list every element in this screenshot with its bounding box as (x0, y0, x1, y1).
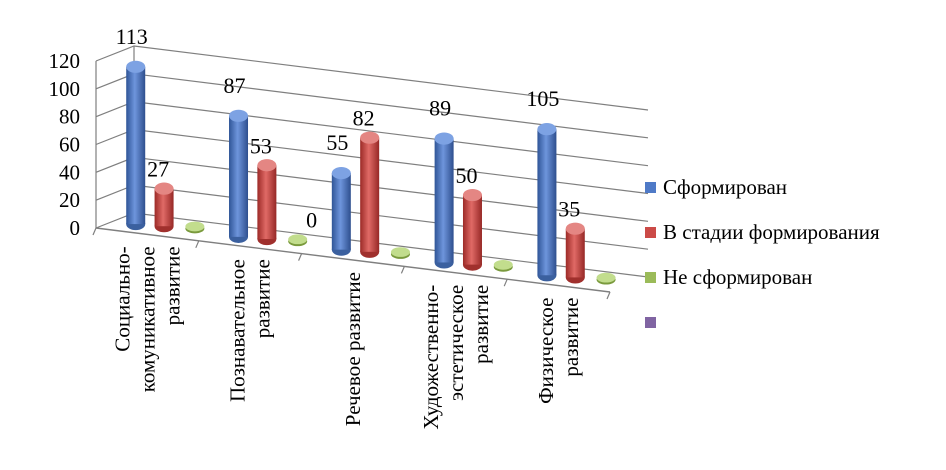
category-label: Художественно- (419, 285, 443, 430)
y-tick-label: 60 (59, 133, 80, 157)
gridline (95, 45, 649, 111)
data-label: 50 (455, 163, 477, 188)
data-label: 35 (558, 197, 580, 222)
y-tick-label: 40 (59, 160, 80, 184)
category-labels: Социально-комуникативное развитие Познават… (110, 246, 583, 429)
bar-v-stadii-3 (462, 188, 482, 271)
category-label: эстетическое (444, 285, 468, 401)
bar-sformirovan-4 (537, 123, 557, 282)
data-label: 87 (224, 73, 246, 98)
bar-sformirovan-2 (331, 167, 351, 256)
category-label: развитие (469, 285, 493, 364)
category-label: Социально- (110, 246, 134, 351)
legend-swatch (645, 317, 656, 328)
data-label: 105 (526, 86, 559, 111)
legend-swatch (645, 272, 656, 283)
legend-label: В стадии формирования (663, 220, 880, 244)
data-label: 113 (116, 24, 148, 49)
data-label: 0 (306, 207, 317, 232)
data-label: 27 (147, 157, 169, 182)
data-label: 89 (429, 96, 451, 121)
category-label: развитие (251, 259, 275, 338)
bar-sformirovan-3 (434, 132, 454, 269)
legend: Сформирован В стадии формирования Не сформ… (645, 175, 880, 328)
y-tick-label: 0 (70, 216, 81, 240)
x-tick-mark (92, 227, 97, 236)
x-tick-mark (503, 278, 508, 287)
x-axis (95, 227, 611, 293)
legend-label: Сформирован (663, 175, 787, 199)
category-label: Физическое (534, 298, 558, 404)
bar-ne-sformirovan-2 (390, 247, 410, 259)
x-tick-mark (606, 291, 611, 300)
legend-swatch (645, 227, 656, 238)
data-label: 53 (250, 133, 272, 158)
legend-label: Не сформирован (663, 265, 812, 289)
category-label: развитие (559, 298, 583, 377)
bar-v-stadii-2 (360, 131, 380, 258)
data-label: 82 (353, 106, 375, 131)
bars (126, 60, 616, 285)
category-label: комуникативное (135, 246, 159, 392)
bar-sformirovan-0 (126, 60, 146, 231)
bar-ne-sformirovan-1 (288, 234, 308, 247)
bar-ne-sformirovan-3 (493, 260, 513, 272)
category-label: развитие (160, 246, 184, 325)
y-tick-label: 20 (59, 188, 80, 212)
data-label: 55 (326, 130, 348, 155)
bar-ne-sformirovan-0 (185, 221, 205, 234)
x-tick-mark (195, 240, 200, 249)
y-tick-labels: 0 20 40 60 80 100 120 (49, 49, 81, 240)
bar-ne-sformirovan-4 (596, 272, 616, 285)
category-label: Речевое развитие (341, 272, 365, 426)
category-label: Познавательное (226, 259, 250, 402)
y-tick-label: 100 (49, 77, 81, 101)
bar-v-stadii-1 (257, 159, 277, 246)
bar-v-stadii-0 (154, 182, 174, 233)
y-tick-label: 120 (49, 49, 81, 73)
legend-swatch (645, 182, 656, 193)
bar-v-stadii-4 (565, 222, 585, 284)
y-tick-label: 80 (59, 105, 80, 129)
x-tick-mark (400, 266, 405, 274)
bar-sformirovan-1 (229, 109, 249, 243)
x-tick-mark (298, 253, 303, 261)
